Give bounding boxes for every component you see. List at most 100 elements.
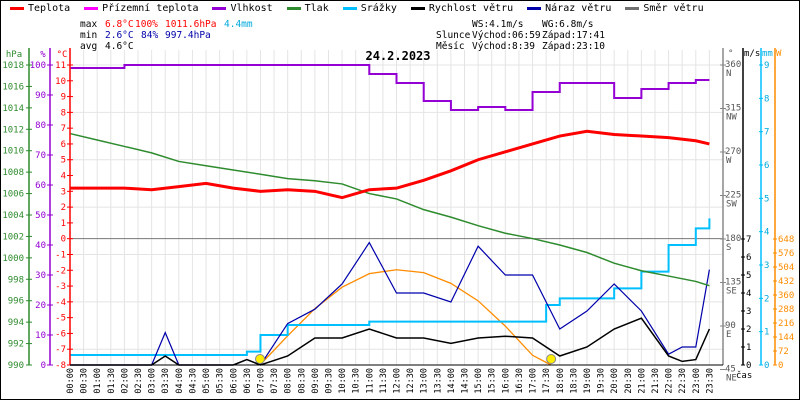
humidity-tick-label: 50 (35, 211, 46, 221)
temperature-tick-label: 9 (61, 93, 66, 103)
direction-tick-label: 315 (725, 104, 741, 114)
temperature-tick-label: 6 (61, 140, 66, 150)
legend-item: Rychlost větru (410, 3, 514, 14)
grid (69, 50, 724, 365)
x-axis-label: čas (736, 370, 752, 381)
humidity-tick-label: 100 (30, 61, 46, 71)
solar-tick-label: 432 (778, 277, 794, 287)
stats-labels: max min avg (80, 19, 97, 52)
x-tick-label: 14:00 (447, 368, 457, 394)
x-tick-label: 22:30 (678, 368, 688, 394)
stat-wg: WG:6.8m/s (542, 19, 594, 30)
temperature-tick-label: 0 (61, 235, 66, 245)
x-tick-label: 10:30 (352, 368, 362, 394)
direction-tick-name: S (726, 243, 731, 253)
temperature-tick-label: -1 (55, 250, 66, 260)
rain-tick-label: 0 (764, 361, 769, 371)
direction-tick-name: W (726, 156, 732, 166)
x-tick-label: 16:30 (515, 368, 525, 394)
x-tick-label: 19:30 (597, 368, 607, 394)
legend-item: Přízemní teplota (84, 3, 198, 14)
rain-tick-label: 7 (764, 128, 769, 138)
x-tick-label: 05:30 (216, 368, 226, 394)
x-tick-label: 11:00 (365, 368, 375, 394)
legend-swatch (625, 7, 640, 10)
humidity-tick-label: 90 (35, 91, 46, 101)
legend-item: Vlhkost (212, 3, 273, 14)
pressure-tick-label: 1014 (2, 104, 24, 114)
x-tick-label: 07:00 (256, 368, 266, 394)
moon-set: Západ:23:10 (542, 41, 605, 52)
x-tick-label: 11:30 (379, 368, 389, 394)
x-tick-label: 22:00 (665, 368, 675, 394)
legend-item: Teplota (10, 3, 70, 14)
direction-tick-label: 45 (725, 365, 736, 375)
wind-tick-label: 1 (746, 343, 751, 353)
chart-title: 24.2.2023 (365, 49, 430, 63)
pressure-unit: hPa (6, 50, 22, 60)
x-tick-label: 18:30 (569, 368, 579, 394)
moon-label: Měsíc (436, 41, 465, 52)
pressure-tick-label: 1006 (2, 190, 24, 200)
legend-label: Vlhkost (230, 3, 273, 14)
x-tick-label: 19:00 (583, 368, 593, 394)
humidity-tick-label: 20 (35, 301, 46, 311)
gust-line (70, 241, 710, 366)
solar-tick-label: 288 (778, 305, 794, 315)
x-tick-label: 23:00 (692, 368, 702, 394)
stat-min-hum: 84% (141, 30, 159, 41)
sun-set: Západ:17:41 (542, 30, 605, 41)
axes: hPa1018101610141012101010081006100410021… (2, 48, 794, 394)
legend-label: Směr větru (643, 3, 704, 14)
x-tick-label: 09:00 (311, 368, 321, 394)
stat-min-temp: 2.6°C (105, 30, 134, 41)
x-tick-label: 20:00 (610, 368, 620, 394)
direction-tick-name: E (726, 330, 731, 340)
temperature-tick-label: -5 (55, 314, 66, 324)
x-tick-label: 00:00 (66, 368, 76, 394)
humidity-unit: % (40, 50, 46, 60)
temperature-tick-label: 8 (61, 108, 66, 118)
legend-swatch (212, 7, 227, 10)
direction-tick-name: NW (726, 113, 737, 123)
x-tick-label: 08:30 (297, 368, 307, 394)
direction-tick-name: NE (726, 374, 737, 384)
x-tick-label: 21:00 (637, 368, 647, 394)
pressure-tick-label: 996 (8, 297, 24, 307)
x-tick-label: 06:30 (243, 368, 253, 394)
temperature-tick-label: -3 (55, 282, 66, 292)
direction-tick-name: SE (726, 287, 737, 297)
legend-swatch (342, 7, 357, 10)
rain-tick-label: 8 (764, 94, 769, 104)
stat-min-press: 997.4hPa (165, 30, 211, 41)
x-tick-label: 06:00 (229, 368, 239, 394)
x-tick-label: 02:00 (120, 368, 130, 394)
temperature-tick-label: 1 (61, 219, 66, 229)
temperature-tick-label: -7 (55, 345, 66, 355)
stats-temps: 6.8°C 2.6°C 4.6°C (105, 19, 134, 52)
wind-tick-label: 7 (746, 235, 751, 245)
series-marks (69, 64, 711, 366)
moon-rise: Východ:8:39 (472, 41, 535, 52)
temperature-unit: °C (57, 50, 68, 60)
solar-tick-label: 648 (778, 235, 794, 245)
stat-avg-temp: 4.6°C (105, 41, 134, 52)
legend-label: Rychlost větru (428, 3, 514, 14)
rain-tick-label: 1 (764, 328, 769, 338)
legend-item: Směr větru (625, 3, 704, 14)
legend-label: Tlak (304, 3, 329, 14)
sun-rise: Východ:06:59 (472, 30, 541, 41)
temperature-tick-label: 4 (61, 172, 66, 182)
legend: Teplota Přízemní teplota Vlhkost Tlak Srážky… (10, 3, 704, 14)
direction-unit: ° (728, 49, 733, 59)
stat-min-label: min (80, 30, 98, 41)
x-tick-label: 01:00 (93, 368, 103, 394)
temperature-tick-label: 11 (55, 61, 66, 71)
temperature-tick-label: 3 (61, 187, 66, 197)
pressure-tick-label: 1002 (2, 232, 24, 242)
x-tick-label: 08:00 (284, 368, 294, 394)
stat-max-press: 1011.6hPa (165, 19, 217, 30)
humidity-tick-label: 70 (35, 151, 46, 161)
x-tick-label: 03:00 (148, 368, 158, 394)
x-tick-label: 17:30 (542, 368, 552, 394)
